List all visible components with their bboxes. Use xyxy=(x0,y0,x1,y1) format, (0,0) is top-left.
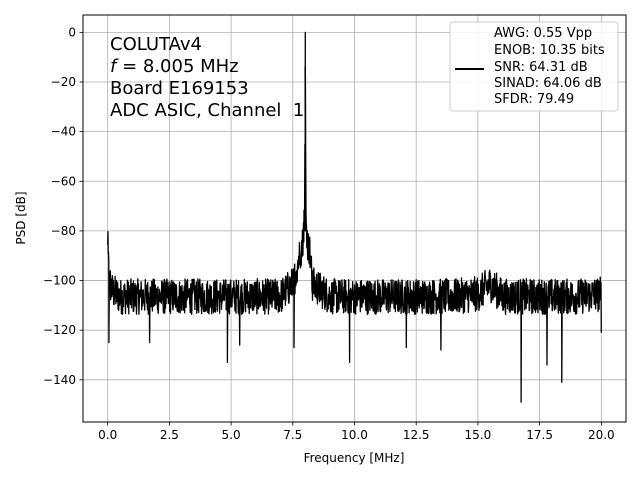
y-tick-label: 0 xyxy=(68,25,76,39)
annotation-line-4: ADC ASIC, Channel 1 xyxy=(110,100,304,121)
x-tick-label: 10.0 xyxy=(341,428,368,442)
annotation-frequency-value: = 8.005 MHz xyxy=(116,56,238,77)
y-tick-label: −140 xyxy=(43,373,76,387)
legend-line-4: SINAD: 64.06 dB xyxy=(494,76,602,91)
x-tick-label: 0.0 xyxy=(98,428,117,442)
x-tick-label: 17.5 xyxy=(526,428,553,442)
plot-area xyxy=(107,31,602,403)
legend: AWG: 0.55 Vpp ENOB: 10.35 bits SNR: 64.3… xyxy=(449,21,619,112)
annotation-line-2: f = 8.005 MHz xyxy=(110,56,239,77)
x-tick-label: 5.0 xyxy=(222,428,241,442)
x-tick-label: 12.5 xyxy=(403,428,430,442)
x-axis: 0.0 2.5 5.0 7.5 10.0 12.5 15.0 17.5 20.0 xyxy=(98,422,615,442)
axes-frame xyxy=(82,14,627,423)
y-tick-label: −120 xyxy=(43,323,76,337)
x-axis-label: Frequency [MHz] xyxy=(304,451,405,465)
y-axis-label: PSD [dB] xyxy=(14,191,28,244)
y-tick-label: −100 xyxy=(43,274,76,288)
legend-line-5: SFDR: 79.49 xyxy=(494,92,574,107)
y-tick-label: −40 xyxy=(51,125,76,139)
legend-line-1: AWG: 0.55 Vpp xyxy=(494,26,592,41)
annotation-line-1: COLUTAv4 xyxy=(110,34,202,55)
y-tick-label: −20 xyxy=(51,75,76,89)
x-tick-label: 15.0 xyxy=(465,428,492,442)
annotation-frequency-symbol: f xyxy=(110,56,119,77)
y-axis: 0 −20 −40 −60 −80 −100 −120 −140 xyxy=(43,25,83,387)
legend-line-2: ENOB: 10.35 bits xyxy=(494,43,605,58)
legend-line-3: SNR: 64.31 dB xyxy=(494,60,588,75)
x-tick-label: 7.5 xyxy=(283,428,302,442)
x-tick-label: 20.0 xyxy=(588,428,615,442)
x-tick-label: 2.5 xyxy=(160,428,179,442)
annotation: COLUTAv4 f = 8.005 MHz Board E169153 ADC… xyxy=(110,34,304,121)
y-tick-label: −60 xyxy=(51,174,76,188)
psd-series-line xyxy=(107,31,602,403)
legend-box xyxy=(449,21,619,112)
y-tick-label: −80 xyxy=(51,224,76,238)
annotation-line-3: Board E169153 xyxy=(110,78,249,99)
